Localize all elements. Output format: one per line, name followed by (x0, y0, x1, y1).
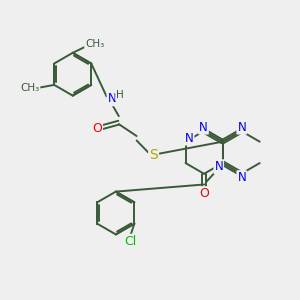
Text: CH₃: CH₃ (20, 83, 39, 94)
Text: N: N (237, 121, 246, 134)
Text: Cl: Cl (124, 235, 136, 248)
Text: N: N (214, 160, 223, 173)
Text: N: N (237, 171, 246, 184)
Text: H: H (116, 90, 124, 100)
Text: O: O (199, 187, 209, 200)
Text: N: N (199, 121, 208, 134)
Text: S: S (149, 148, 158, 162)
Text: CH₃: CH₃ (85, 39, 104, 49)
Text: N: N (185, 132, 194, 145)
Text: O: O (92, 122, 102, 135)
Text: N: N (108, 92, 116, 105)
